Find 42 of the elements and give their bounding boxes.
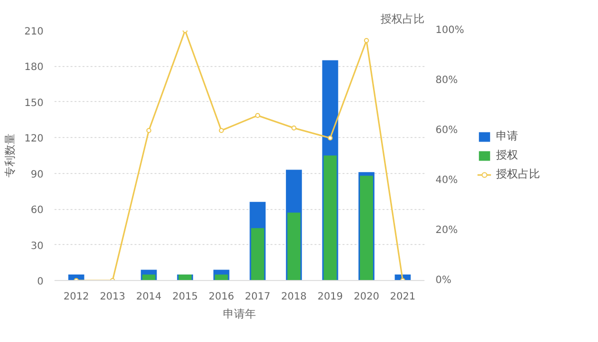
y-tick-label: 30	[30, 240, 44, 252]
y-axis-title: 专利数量	[3, 134, 16, 178]
y-tick-label: 60	[30, 205, 44, 216]
x-tick-label: 2016	[208, 292, 234, 302]
bar	[324, 156, 337, 280]
point	[255, 113, 260, 118]
x-tick-label: 2021	[390, 292, 416, 302]
y-tick-label: 90	[30, 169, 44, 180]
point	[218, 128, 224, 133]
x-tick-label: 2018	[281, 292, 307, 302]
point	[328, 136, 333, 140]
bar	[142, 274, 156, 280]
point	[291, 126, 296, 130]
x-tick-label: 2017	[244, 292, 270, 302]
y-tick-label: 180	[24, 62, 44, 74]
y-tick-label: 150	[24, 98, 44, 109]
y2-tick-label: 80%	[436, 75, 458, 86]
x-tick-label: 2014	[136, 292, 162, 302]
bar	[287, 212, 300, 280]
y2-tick-label: 100%	[436, 25, 464, 36]
y2-tick-label: 60%	[436, 125, 458, 136]
point	[364, 38, 369, 43]
legend-label: 申请	[496, 128, 518, 144]
bar	[251, 228, 264, 280]
y2-axis-title: 授权占比	[380, 12, 424, 26]
x-tick-label: 2020	[354, 292, 380, 302]
y2-tick-label: 0%	[436, 275, 452, 286]
x-tick-label: 2013	[100, 292, 126, 302]
bar	[214, 274, 228, 280]
y-tick-label: 210	[24, 26, 44, 38]
bar	[360, 176, 373, 280]
point	[146, 128, 152, 133]
x-tick-label: 2015	[172, 292, 198, 302]
legend-label: 授权	[496, 148, 518, 162]
y-tick-label: 0	[37, 276, 44, 288]
x-tick-label: 2019	[317, 292, 343, 302]
x-tick-label: 2012	[64, 292, 89, 302]
y2-tick-label: 20%	[436, 225, 458, 236]
y2-tick-label: 40%	[436, 175, 458, 186]
x-axis-title: 申请年	[223, 308, 256, 320]
y-tick-label: 120	[24, 134, 44, 145]
legend-label: 授权占比	[496, 166, 540, 182]
